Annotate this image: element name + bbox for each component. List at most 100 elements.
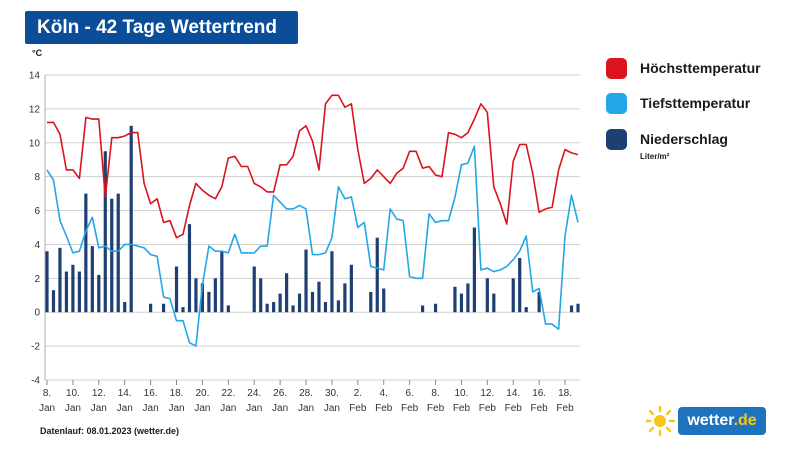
- y-tick-label: 0: [34, 308, 40, 319]
- precipitation-bar: [304, 249, 308, 313]
- precipitation-bar: [84, 193, 88, 313]
- precipitation-bar: [466, 283, 470, 313]
- x-tick-label-day: 18.: [170, 388, 184, 399]
- logo-text: wetter: [687, 412, 734, 429]
- precipitation-bar: [420, 305, 425, 313]
- y-tick-label: 8: [34, 172, 40, 183]
- x-tick-label-month: Jan: [272, 403, 288, 414]
- x-tick-label-month: Feb: [479, 403, 497, 414]
- x-tick-label-month: Jan: [246, 403, 262, 414]
- precipitation-bar: [103, 151, 107, 313]
- x-tick-label-month: Jan: [39, 403, 55, 414]
- precipitation-bar: [110, 198, 114, 313]
- x-tick-label-day: 12.: [92, 388, 106, 399]
- precipitation-bar: [252, 266, 256, 313]
- y-tick-label: 12: [29, 104, 41, 115]
- legend-label-min-temp: Tiefsttemperatur: [640, 95, 751, 111]
- precipitation-bar: [194, 278, 198, 313]
- x-tick-label-month: Feb: [349, 403, 367, 414]
- precipitation-bar: [207, 291, 211, 313]
- precipitation-bar: [382, 288, 386, 313]
- x-tick-label-day: 2.: [354, 388, 362, 399]
- precipitation-bar: [511, 278, 515, 313]
- x-tick-label-day: 20.: [195, 388, 209, 399]
- x-tick-label-month: Jan: [143, 403, 159, 414]
- x-tick-label-day: 16.: [532, 388, 546, 399]
- x-tick-label-month: Feb: [453, 403, 471, 414]
- precipitation-bar: [323, 302, 328, 313]
- x-tick-label-month: Jan: [220, 403, 236, 414]
- x-tick-label-day: 14.: [506, 388, 520, 399]
- x-tick-label-day: 30.: [325, 388, 339, 399]
- x-tick-label-day: 8.: [43, 388, 51, 399]
- precipitation-bar: [492, 293, 496, 313]
- precipitation-bar: [524, 307, 528, 313]
- precipitation-bar: [200, 283, 205, 313]
- x-tick-label-day: 4.: [380, 388, 388, 399]
- precipitation-bar: [537, 291, 541, 313]
- min-temp-line: [46, 145, 579, 347]
- legend-swatch-max-temp: [606, 58, 627, 79]
- precipitation-bar: [226, 305, 230, 313]
- precipitation-bar: [161, 303, 166, 313]
- y-tick-label: 6: [34, 206, 40, 217]
- x-tick-label-month: Jan: [298, 403, 314, 414]
- precipitation-bar: [129, 125, 133, 313]
- precipitation-bar: [181, 307, 185, 313]
- x-tick-label-month: Jan: [91, 403, 107, 414]
- logo-text-de: .de: [733, 412, 757, 429]
- precipitation-bar: [220, 251, 224, 313]
- precipitation-bar: [259, 278, 263, 313]
- x-tick-label-month: Feb: [375, 403, 393, 414]
- precipitation-bar: [116, 193, 120, 313]
- x-tick-label-month: Jan: [168, 403, 184, 414]
- y-tick-label: 14: [29, 71, 41, 82]
- legend-swatch-precipitation: [606, 129, 627, 150]
- legend-swatch-min-temp: [606, 93, 627, 114]
- x-tick-label-month: Feb: [556, 403, 574, 414]
- x-tick-label-day: 26.: [273, 388, 287, 399]
- logo-wordmark: wetter.de: [678, 407, 766, 435]
- precipitation-bar: [369, 291, 373, 313]
- precipitation-bar: [149, 303, 153, 313]
- max-temp-line: [47, 94, 579, 239]
- x-tick-label-day: 22.: [221, 388, 235, 399]
- precipitation-bar: [569, 305, 574, 313]
- y-axis-unit: °C: [32, 48, 43, 58]
- precipitation-bar: [123, 302, 127, 313]
- precipitation-bar: [317, 281, 321, 313]
- precipitation-bar: [576, 303, 580, 313]
- x-tick-label-day: 18.: [558, 388, 572, 399]
- x-tick-label-day: 12.: [480, 388, 494, 399]
- y-tick-label: 10: [29, 138, 41, 149]
- x-tick-label-month: Jan: [65, 403, 81, 414]
- precipitation-bar: [343, 283, 347, 313]
- precipitation-bar: [77, 271, 81, 313]
- precipitation-bar: [485, 278, 489, 313]
- precipitation-bar: [284, 273, 289, 313]
- precipitation-bar: [58, 247, 62, 313]
- y-tick-label: -2: [31, 342, 40, 353]
- precipitation-bar: [90, 246, 94, 313]
- x-tick-label-month: Jan: [117, 403, 133, 414]
- y-tick-label: 2: [34, 274, 40, 285]
- x-tick-label-month: Feb: [531, 403, 549, 414]
- x-tick-label-month: Feb: [401, 403, 419, 414]
- x-tick-label-day: 24.: [247, 388, 261, 399]
- x-tick-label-month: Jan: [194, 403, 210, 414]
- precipitation-bar: [518, 258, 522, 313]
- precipitation-bar: [265, 303, 269, 313]
- sun-icon: [646, 405, 676, 437]
- precipitation-bar: [187, 224, 192, 313]
- precipitation-unit: Liter/m²: [640, 152, 670, 161]
- x-tick-label-day: 28.: [299, 388, 313, 399]
- precipitation-bar: [213, 278, 217, 313]
- precipitation-bar: [71, 264, 75, 313]
- wetter-de-logo[interactable]: wetter.de: [646, 402, 776, 442]
- legend-label-precipitation: Niederschlag: [640, 131, 728, 147]
- data-run-note: Datenlauf: 08.01.2023 (wetter.de): [40, 426, 180, 436]
- y-tick-label: 4: [34, 240, 40, 251]
- precipitation-bar: [174, 266, 179, 313]
- precipitation-bar: [45, 251, 49, 313]
- precipitation-bar: [272, 302, 276, 313]
